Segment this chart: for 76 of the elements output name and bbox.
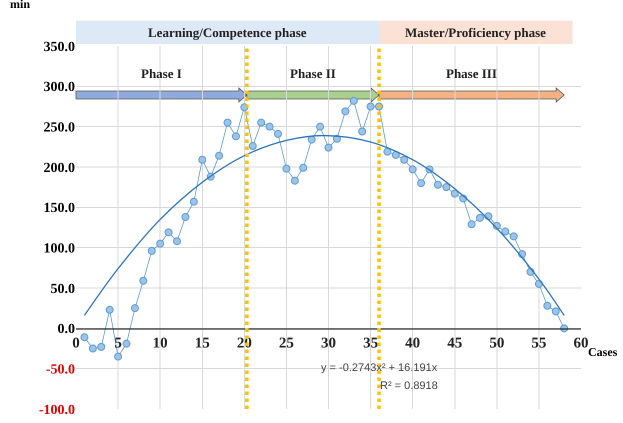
point [468,220,476,228]
point [308,136,316,144]
point [190,198,198,206]
point [215,152,224,160]
x-tick-label: 40 [405,335,420,352]
y-tick-label: 250.0 [44,120,75,136]
x-tick-label: 35 [363,335,378,352]
point [383,148,392,156]
point [350,96,358,105]
x-tick-label: 10 [152,335,168,352]
point [290,176,299,185]
y-tick-label: 50.0 [50,282,75,297]
y-tick-label: -100.0 [38,402,75,418]
point [316,122,324,131]
point [156,240,164,248]
x-tick-label: 30 [321,335,336,352]
y-tick-label: 0.0 [58,322,75,338]
x-tick-label: 55 [531,335,546,352]
x-axis-title: Cases [588,345,618,359]
point [299,164,308,172]
point [543,302,552,310]
annotation: y = -0.2743x² + 16.191x [321,362,438,374]
point [552,307,560,316]
point [501,228,510,236]
point [434,180,442,189]
point [97,342,106,351]
point [282,164,290,173]
point [510,232,518,240]
point [341,107,350,116]
point [324,144,332,152]
x-tick-label: 15 [194,335,210,352]
point [80,333,88,342]
y-axis-title: min [10,0,30,11]
x-tick-label: 0 [72,335,80,352]
point [106,306,114,314]
y-tick-label: 150.0 [44,201,75,216]
point [232,132,240,140]
text: Learning/Competence phase [148,25,307,40]
y-tick-label: 100.0 [44,242,75,257]
y-tick-label: 200.0 [44,160,75,176]
text: Master/Proficiency phase [405,25,546,40]
annotation: Phase III [446,66,497,81]
y-tick-label: -50.0 [46,362,75,378]
x-tick-label: 45 [447,335,462,352]
line-series [84,134,565,316]
annotation: Phase I [141,66,182,81]
point [450,190,459,198]
point [122,340,130,348]
point [181,213,190,222]
x-tick-label: 60 [574,335,588,352]
annotation: Phase II [290,66,336,81]
point [224,118,232,127]
point [198,156,206,164]
point [248,142,257,150]
point [164,228,173,236]
point [274,130,282,138]
x-tick-label: 50 [489,335,504,352]
annotation: R² = 0.8918 [380,380,438,392]
y-tick-label: 300.0 [44,80,75,96]
point [358,128,366,136]
point [148,246,156,255]
point [366,102,375,110]
point [173,237,181,246]
point [408,165,417,174]
point [442,183,450,192]
point [114,352,122,361]
point [400,156,408,164]
point [88,344,97,352]
point [266,122,274,131]
point [257,118,266,127]
x-tick-label: 25 [278,335,294,352]
point [476,214,484,222]
point [139,276,148,285]
point [130,304,139,312]
point [417,179,426,188]
y-tick-label: 350.0 [44,40,75,55]
